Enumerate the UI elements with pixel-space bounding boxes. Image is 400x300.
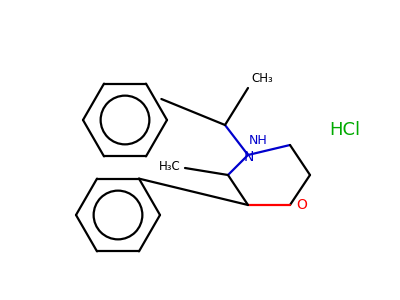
Text: HCl: HCl [330, 121, 360, 139]
Text: O: O [296, 198, 308, 212]
Text: CH₃: CH₃ [251, 72, 273, 85]
Text: NH: NH [248, 134, 267, 146]
Text: N: N [244, 150, 254, 164]
Text: H₃C: H₃C [159, 160, 181, 173]
